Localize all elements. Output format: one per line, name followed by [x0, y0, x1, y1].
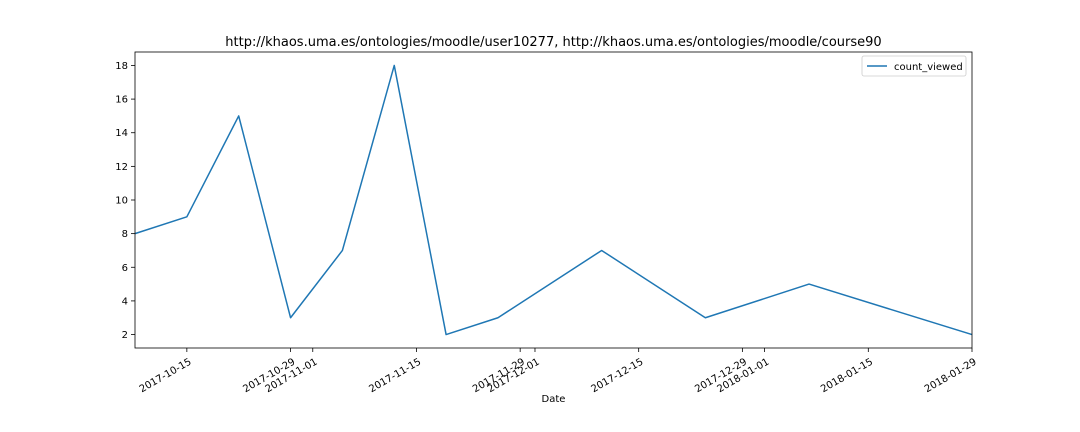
x-tick-label: 2017-10-15: [138, 357, 194, 396]
y-tick-label: 6: [122, 263, 128, 274]
y-tick-label: 16: [115, 95, 128, 106]
y-tick-label: 10: [115, 196, 128, 207]
x-axis-label: Date: [542, 394, 566, 405]
y-tick-label: 14: [115, 128, 128, 139]
y-tick-label: 2: [122, 330, 128, 341]
axes-frame: [134, 51, 973, 349]
legend-label-count-viewed: count_viewed: [894, 62, 963, 73]
x-tick-label: 2017-11-15: [367, 357, 423, 396]
legend-box: [861, 55, 967, 77]
y-tick-label: 8: [122, 229, 128, 240]
x-tick-label: 2017-12-15: [590, 357, 646, 396]
plot-layer: [134, 64, 973, 336]
y-tick-label: 12: [115, 162, 128, 173]
x-tick-label: 2018-01-29: [923, 357, 979, 396]
y-tick-label: 4: [122, 296, 128, 307]
chart-title: http://khaos.uma.es/ontologies/moodle/us…: [225, 35, 881, 50]
series-line-count-viewed: [134, 64, 973, 336]
y-tick-label: 18: [115, 61, 128, 72]
legend: count_viewed: [861, 55, 967, 77]
x-tick-label: 2018-01-15: [819, 357, 875, 396]
